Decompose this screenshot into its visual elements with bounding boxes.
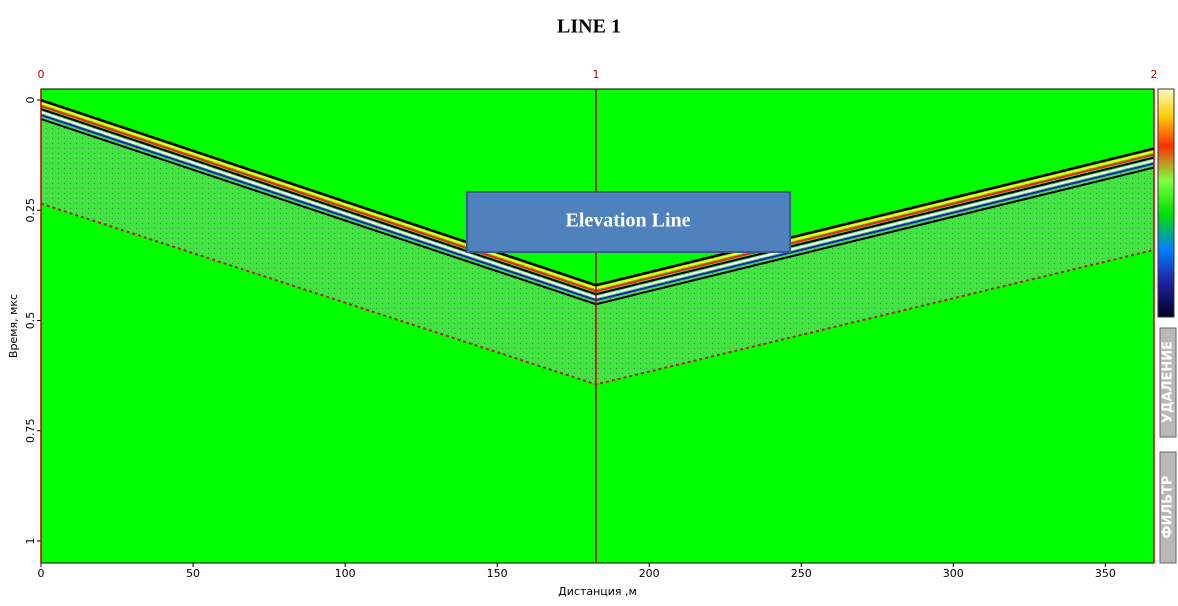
annotation: Elevation Line <box>565 210 690 232</box>
y-tick-label: 0.75 <box>24 418 37 443</box>
marker-label: 2 <box>1151 68 1158 81</box>
x-tick-label: 100 <box>335 567 356 580</box>
signal-zone <box>41 100 1154 385</box>
x-tick-label: 200 <box>639 567 660 580</box>
x-axis-label: Дистанция ,м <box>558 585 637 598</box>
marker-label: 1 <box>592 68 599 81</box>
annotation-box <box>466 191 791 253</box>
color-scale <box>1157 88 1175 318</box>
button-label[interactable]: УДАЛЕНИЕ <box>1161 341 1176 423</box>
x-tick-label: 0 <box>38 567 45 580</box>
y-tick-label: 0.5 <box>24 312 37 330</box>
y-tick-label: 1 <box>24 537 37 544</box>
button[interactable]: УДАЛЕНИЕ <box>1159 327 1177 438</box>
series-line <box>40 202 1155 386</box>
x-tick-label: 150 <box>487 567 508 580</box>
button[interactable]: ФИЛЬТР <box>1159 451 1177 564</box>
x-tick-label: 300 <box>943 567 964 580</box>
series-line <box>40 98 1155 287</box>
marker-label: 0 <box>38 68 45 81</box>
x-tick-label: 350 <box>1095 567 1116 580</box>
y-tick-label: 0.25 <box>24 198 37 223</box>
button-face[interactable] <box>1159 451 1177 564</box>
button-face[interactable] <box>1159 327 1177 438</box>
x-tick-label: 50 <box>186 567 200 580</box>
x-tick-label: 250 <box>791 567 812 580</box>
button-label[interactable]: ФИЛЬТР <box>1161 476 1176 539</box>
chart-title: LINE 1 <box>557 16 621 38</box>
y-tick-label: 0 <box>24 97 37 104</box>
y-axis-label: Время, мкс <box>7 294 20 358</box>
